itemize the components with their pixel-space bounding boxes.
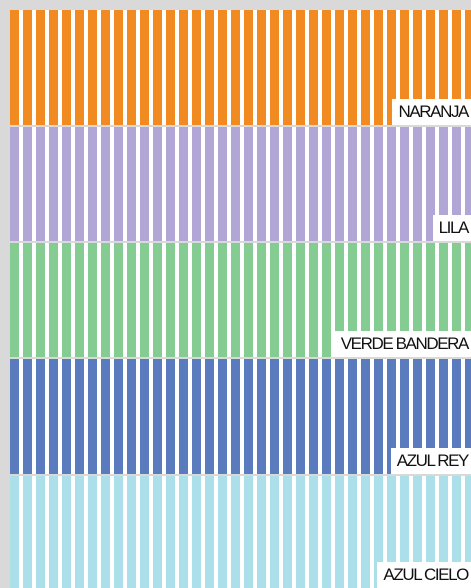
swatch-lila: LILA (10, 127, 471, 241)
swatch-label-naranja: NARANJA (392, 99, 471, 125)
swatch-azul-rey: AZUL REY (10, 359, 471, 474)
swatch-azul-cielo: AZUL CIELO (10, 476, 471, 588)
swatch-label-lila: LILA (432, 215, 471, 241)
swatch-naranja: NARANJA (10, 10, 471, 125)
swatch-verde-bandera: VERDE BANDERA (10, 243, 471, 357)
swatch-label-azul-cielo: AZUL CIELO (377, 562, 471, 588)
swatch-label-verde-bandera: VERDE BANDERA (334, 331, 471, 357)
swatch-label-azul-rey: AZUL REY (390, 448, 471, 474)
